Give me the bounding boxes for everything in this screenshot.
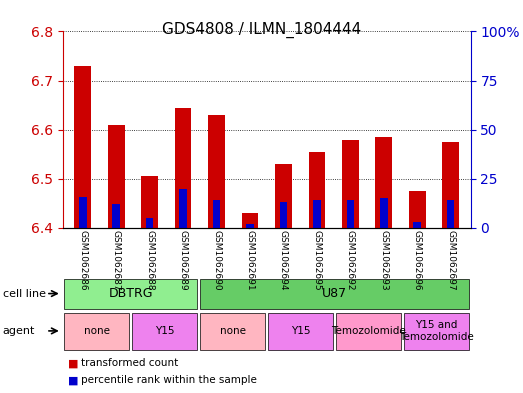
Text: ■: ■ [68,358,78,368]
Text: U87: U87 [322,287,347,300]
Bar [404,312,469,350]
Bar [342,140,359,228]
Bar [313,200,321,228]
Bar [280,202,287,228]
Text: ■: ■ [68,375,78,385]
Bar [347,200,354,228]
Bar [442,142,459,228]
Text: GSM1062695: GSM1062695 [312,230,322,291]
Bar [447,200,454,228]
Text: Y15: Y15 [155,326,175,336]
Bar [246,224,254,228]
Bar [213,200,220,228]
Text: Y15: Y15 [291,326,311,336]
Bar [208,115,225,228]
Text: GSM1062693: GSM1062693 [379,230,388,291]
Text: GSM1062691: GSM1062691 [245,230,255,291]
Text: GDS4808 / ILMN_1804444: GDS4808 / ILMN_1804444 [162,22,361,38]
Text: GSM1062686: GSM1062686 [78,230,87,291]
Bar [74,66,91,228]
Bar [64,279,197,309]
Text: GSM1062688: GSM1062688 [145,230,154,291]
Bar [108,125,124,228]
Bar [179,189,187,228]
Text: GSM1062690: GSM1062690 [212,230,221,291]
Bar [200,279,469,309]
Bar [146,218,153,228]
Text: GSM1062687: GSM1062687 [112,230,121,291]
Text: agent: agent [3,326,35,336]
Bar [268,312,333,350]
Text: Y15 and
Temozolomide: Y15 and Temozolomide [400,320,474,342]
Text: GSM1062697: GSM1062697 [446,230,455,291]
Bar [336,312,401,350]
Bar [200,312,265,350]
Text: none: none [84,326,110,336]
Text: cell line: cell line [3,288,46,299]
Bar [376,137,392,228]
Bar [79,196,87,228]
Bar [112,204,120,228]
Bar [242,213,258,228]
Bar [132,312,197,350]
Text: percentile rank within the sample: percentile rank within the sample [81,375,257,385]
Text: none: none [220,326,246,336]
Bar [275,164,292,228]
Text: transformed count: transformed count [81,358,178,368]
Text: GSM1062692: GSM1062692 [346,230,355,291]
Text: GSM1062694: GSM1062694 [279,230,288,291]
Text: Temozolomide: Temozolomide [332,326,406,336]
Text: GSM1062696: GSM1062696 [413,230,422,291]
Bar [309,152,325,228]
Bar [409,191,426,228]
Bar [380,198,388,228]
Bar [64,312,129,350]
Text: DBTRG: DBTRG [108,287,153,300]
Bar [141,176,158,228]
Bar [414,222,421,228]
Text: GSM1062689: GSM1062689 [179,230,188,291]
Bar [175,108,191,228]
